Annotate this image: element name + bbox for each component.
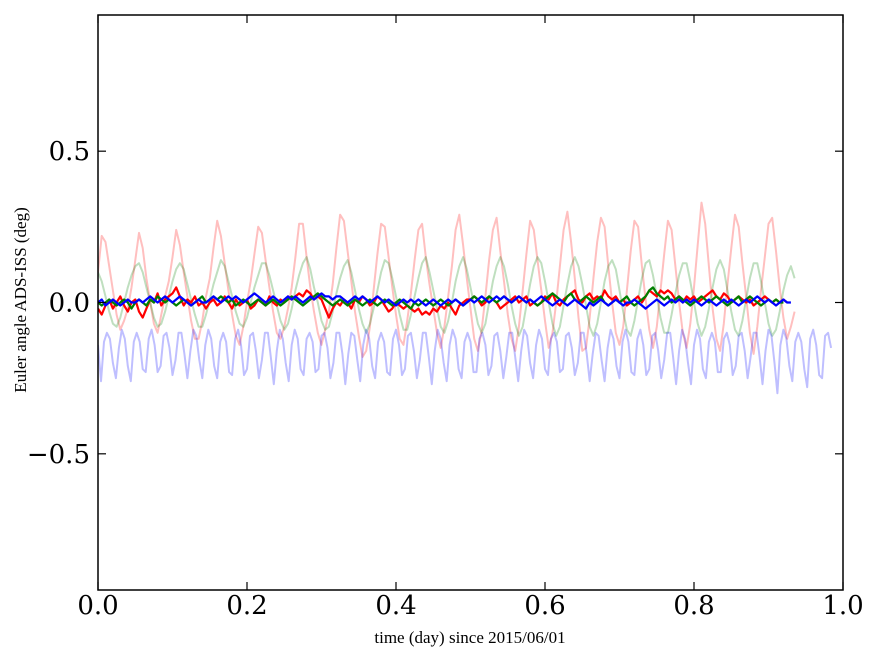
x-tick-label-3: 0.6: [524, 591, 565, 621]
x-tick-label-2: 0.4: [375, 591, 416, 621]
x-axis-label: time (day) since 2015/06/01: [374, 628, 565, 647]
x-tick-label-5: 1.0: [822, 591, 863, 621]
series-line-5: [98, 292, 791, 310]
y-axis-label: Euler angle ADS-ISS (deg): [11, 207, 30, 393]
x-tick-label-4: 0.8: [673, 591, 714, 621]
y-tick-label-0: −0.5: [27, 440, 90, 470]
series-line-2: [98, 328, 833, 395]
x-tick-label-0: 0.0: [77, 591, 118, 621]
x-tick-label-1: 0.2: [226, 591, 267, 621]
y-tick-label-2: 0.5: [49, 137, 90, 167]
series-line-3: [98, 286, 788, 319]
series-line-1: [98, 256, 796, 337]
ticks-layer: 0.0 0.2 0.4 0.6 0.8 1.0 −0.5 0.0 0.5: [27, 15, 864, 621]
y-tick-label-1: 0.0: [49, 289, 90, 319]
series-layer: [98, 201, 833, 395]
